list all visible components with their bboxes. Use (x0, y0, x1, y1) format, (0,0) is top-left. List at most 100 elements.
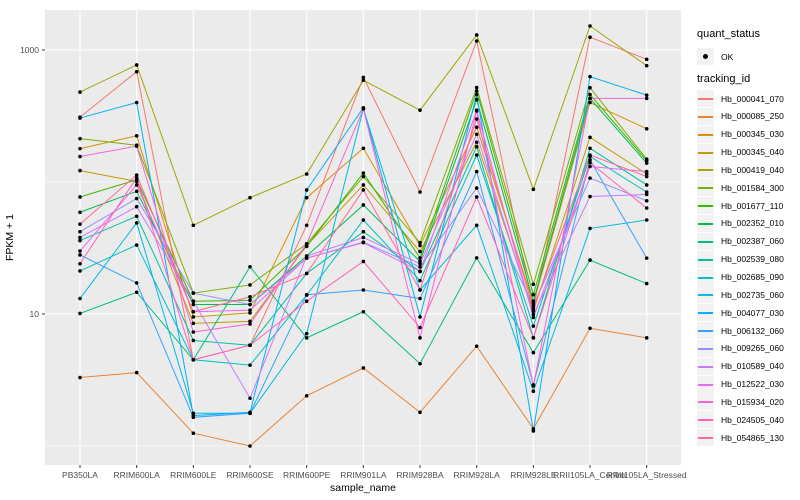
legend-item-Hb_015934_020: Hb_015934_020 (697, 393, 784, 411)
legend-item-Hb_001677_110: Hb_001677_110 (697, 197, 783, 215)
legend-item-ok: OK (697, 48, 733, 65)
data-point (474, 223, 479, 228)
legend-item-Hb_004077_030: Hb_004077_030 (697, 304, 784, 322)
legend-key-line-icon (698, 401, 713, 404)
data-point (644, 206, 649, 210)
legend-key-box (697, 90, 714, 107)
data-point (531, 306, 536, 311)
legend-key-box (697, 179, 714, 197)
legend-key-line-icon (698, 365, 713, 368)
data-point (588, 258, 592, 262)
data-point (361, 288, 366, 292)
legend-key-line-icon (698, 169, 713, 172)
point-marker-icon (703, 54, 708, 59)
data-point (588, 35, 592, 40)
data-point (418, 336, 422, 340)
legend-item-Hb_002735_060: Hb_002735_060 (697, 286, 784, 304)
data-point (248, 343, 252, 348)
data-point (361, 235, 366, 240)
data-point (361, 174, 366, 179)
data-point (531, 187, 536, 192)
data-point (78, 222, 82, 226)
data-point (588, 226, 592, 231)
data-point (134, 281, 139, 285)
data-point (248, 308, 252, 312)
legend-item-Hb_054865_130: Hb_054865_130 (697, 429, 784, 447)
data-point (474, 169, 479, 174)
data-point (134, 63, 139, 67)
data-point (304, 195, 309, 200)
data-point (361, 107, 366, 111)
data-point (418, 278, 422, 283)
data-point (361, 218, 366, 222)
data-point (644, 57, 649, 62)
data-point (474, 33, 479, 37)
data-point (531, 292, 536, 297)
data-point (531, 299, 536, 304)
data-point (474, 195, 479, 199)
legend-key-box (697, 268, 714, 286)
legend-key-box (697, 375, 714, 393)
data-point (474, 344, 479, 349)
data-point (531, 384, 536, 388)
legend-label: Hb_054865_130 (721, 432, 784, 443)
legend-key-line-icon (698, 240, 713, 243)
data-point (588, 326, 592, 331)
data-point (191, 291, 196, 295)
data-point (418, 249, 422, 254)
data-point (134, 100, 139, 105)
data-point (78, 249, 82, 253)
data-point (78, 146, 82, 151)
data-point (361, 203, 366, 207)
data-point (418, 108, 422, 112)
x-tick-label: RRII105LA_Stressed (607, 470, 687, 480)
legend-key-box (697, 214, 714, 232)
data-point (644, 174, 649, 179)
data-point (418, 288, 422, 292)
x-tick-label: RRIM600LE (170, 470, 217, 480)
legend-label: Hb_002387_060 (721, 236, 784, 247)
data-point (644, 281, 649, 286)
data-point (78, 168, 82, 173)
data-point (361, 366, 366, 370)
data-point (474, 140, 479, 145)
data-point (588, 85, 592, 90)
x-tick-label: RRIM928BA (396, 470, 444, 480)
data-point (531, 389, 536, 394)
data-point (644, 192, 649, 197)
legend-title-tracking-id: tracking_id (697, 73, 751, 85)
data-point (191, 321, 196, 326)
legend-key-box (697, 339, 714, 357)
data-point (531, 315, 536, 320)
data-point (588, 194, 592, 199)
data-point (418, 315, 422, 319)
legend-label: Hb_001584_300 (721, 182, 784, 193)
data-point (474, 39, 479, 43)
data-point (191, 330, 196, 334)
data-point (361, 78, 366, 83)
data-point (304, 244, 309, 249)
data-point (588, 96, 592, 101)
data-point (588, 176, 592, 180)
data-point (531, 324, 536, 328)
y-axis-title: FPKM + 1 (4, 214, 16, 261)
legend-key-line-icon (698, 115, 713, 118)
data-point (134, 144, 139, 148)
data-point (588, 164, 592, 169)
legend-item-Hb_012522_030: Hb_012522_030 (697, 375, 784, 393)
legend-label: Hb_002685_090 (721, 272, 784, 282)
data-point (588, 153, 592, 157)
data-point (304, 299, 309, 304)
data-point (588, 92, 592, 97)
data-point (134, 221, 139, 225)
legend-item-Hb_002387_060: Hb_002387_060 (697, 232, 784, 250)
data-point (134, 173, 139, 177)
data-point (644, 199, 649, 203)
legend-label-ok: OK (721, 51, 734, 62)
data-point (78, 311, 82, 316)
legend-key-line-icon (698, 222, 713, 225)
data-point (304, 172, 309, 176)
legend-key-box (697, 393, 714, 411)
data-point (191, 431, 196, 436)
